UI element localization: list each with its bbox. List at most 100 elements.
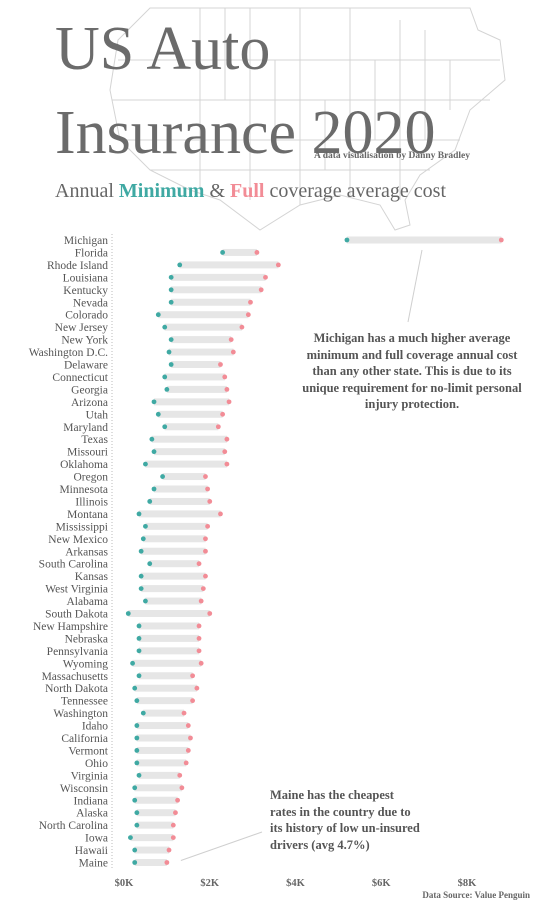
range-bar-new-york	[171, 336, 232, 344]
full-dot-maine	[164, 860, 170, 865]
state-label-south-dakota: South Dakota	[45, 609, 108, 621]
min-dot-hawaii	[132, 847, 138, 853]
range-bar-wisconsin	[134, 784, 182, 792]
full-dot-idaho	[185, 723, 191, 728]
state-label-west-virginia: West Virginia	[45, 584, 108, 596]
min-dot-montana	[136, 511, 142, 517]
state-label-south-carolina: South Carolina	[39, 559, 108, 571]
min-dot-new-hampshire	[136, 623, 142, 629]
full-dot-ohio	[183, 760, 189, 766]
full-dot-kentucky	[258, 287, 264, 293]
full-dot-north-dakota	[194, 685, 200, 691]
subtitle-minimum: Minimum	[118, 180, 205, 202]
state-label-alaska: Alaska	[76, 808, 108, 820]
state-label-washington: Washington	[53, 708, 108, 720]
min-dot-ohio	[134, 760, 140, 766]
state-label-oregon: Oregon	[74, 472, 109, 484]
min-dot-new-mexico	[140, 536, 146, 542]
full-dot-south-carolina	[196, 561, 202, 567]
min-dot-illinois	[147, 499, 153, 504]
state-label-north-dakota: North Dakota	[45, 683, 108, 695]
state-label-utah: Utah	[86, 409, 109, 421]
title-line-1: US Auto	[55, 15, 271, 83]
state-label-alabama: Alabama	[66, 596, 108, 608]
state-label-tennessee: Tennessee	[61, 696, 108, 708]
range-bar-alabama	[145, 597, 202, 605]
range-bar-michigan	[346, 236, 502, 244]
full-dot-texas	[224, 436, 230, 442]
full-dot-tennessee	[190, 698, 196, 704]
full-dot-colorado	[245, 312, 251, 318]
min-dot-alaska	[134, 810, 140, 816]
min-dot-tennessee	[134, 698, 140, 704]
state-label-maryland: Maryland	[63, 422, 108, 434]
full-dot-california	[188, 735, 193, 741]
range-bar-alaska	[136, 809, 176, 817]
range-bar-idaho	[136, 722, 189, 730]
full-dot-illinois	[207, 499, 213, 504]
min-dot-iowa	[128, 835, 133, 840]
range-bar-maine	[134, 859, 167, 866]
full-dot-connecticut	[222, 374, 228, 380]
full-dot-hawaii	[166, 847, 172, 853]
state-label-arkansas: Arkansas	[65, 546, 108, 558]
range-bar-south-dakota	[128, 610, 210, 617]
min-dot-utah	[155, 411, 161, 417]
title-line-2: Insurance 2020	[55, 99, 436, 167]
range-bar-arizona	[154, 398, 230, 406]
range-bar-wyoming	[132, 659, 202, 667]
full-dot-rhode-island	[275, 262, 281, 268]
range-bar-kentucky	[171, 286, 262, 294]
range-bar-south-carolina	[149, 560, 200, 568]
range-bar-washington-d-c	[169, 348, 234, 356]
min-dot-colorado	[155, 312, 161, 318]
data-source: Data Source: Value Penguin	[422, 890, 530, 900]
state-label-idaho: Idaho	[82, 721, 108, 733]
min-dot-florida	[220, 250, 226, 255]
min-dot-maine	[132, 860, 138, 865]
state-label-north-carolina: North Carolina	[39, 820, 108, 832]
full-dot-nebraska	[196, 636, 202, 641]
range-bar-kansas	[141, 572, 206, 580]
min-dot-mississippi	[143, 523, 148, 529]
full-dot-michigan	[498, 237, 504, 243]
range-bar-arkansas	[141, 547, 206, 555]
state-label-montana: Montana	[67, 509, 108, 521]
state-label-new-york: New York	[61, 335, 108, 347]
full-dot-pennsylvania	[196, 648, 202, 654]
state-label-nebraska: Nebraska	[65, 633, 108, 645]
range-bar-mississippi	[145, 522, 208, 530]
min-dot-minnesota	[151, 486, 157, 492]
min-dot-pennsylvania	[136, 648, 142, 654]
range-bar-tennessee	[136, 697, 193, 705]
state-label-virginia: Virginia	[71, 770, 108, 782]
michigan-leader-line	[407, 249, 423, 323]
range-bar-vermont	[136, 746, 189, 754]
full-dot-washington	[181, 710, 187, 716]
full-dot-oklahoma	[224, 461, 230, 467]
maine-leader-line	[180, 831, 263, 861]
min-dot-south-carolina	[147, 561, 153, 567]
min-dot-arkansas	[138, 548, 144, 554]
maine-annotation: Maine has the cheapest rates in the coun…	[270, 788, 420, 852]
range-bar-california	[136, 734, 191, 742]
range-bar-ohio	[136, 759, 187, 767]
full-dot-florida	[254, 250, 260, 255]
us-map-background	[109, 7, 506, 231]
min-dot-arizona	[151, 399, 157, 405]
min-dot-connecticut	[162, 374, 168, 380]
range-bar-utah	[158, 410, 223, 418]
min-dot-maryland	[162, 424, 168, 430]
full-dot-new-mexico	[203, 536, 208, 542]
full-dot-new-york	[228, 337, 234, 342]
full-dot-missouri	[222, 449, 228, 455]
state-label-new-mexico: New Mexico	[48, 534, 108, 546]
min-dot-nebraska	[136, 636, 142, 641]
range-bar-oklahoma	[145, 460, 227, 468]
state-label-wisconsin: Wisconsin	[60, 783, 108, 795]
min-dot-north-carolina	[134, 822, 140, 828]
min-dot-texas	[149, 436, 155, 442]
range-bar-montana	[139, 510, 221, 518]
full-dot-south-dakota	[207, 611, 213, 616]
